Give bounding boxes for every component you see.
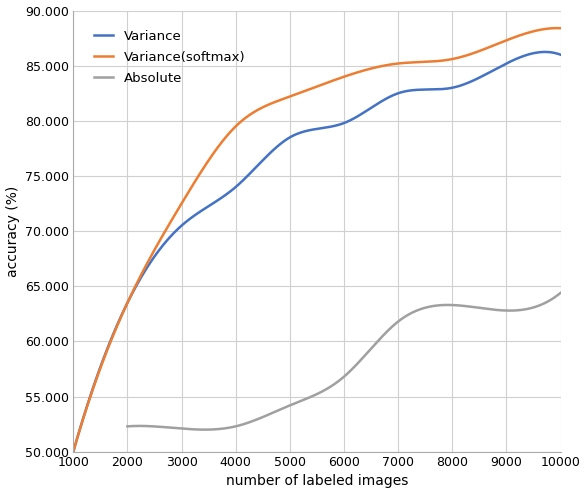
Absolute — [297, 398, 304, 404]
Variance — [360, 110, 367, 116]
Variance(softmax) — [70, 449, 77, 454]
Absolute — [266, 411, 273, 417]
Variance(softmax) — [304, 87, 311, 93]
Legend: Variance, Variance(softmax), Absolute: Variance, Variance(softmax), Absolute — [90, 26, 250, 89]
Variance(softmax) — [333, 76, 340, 82]
Variance — [557, 52, 564, 58]
Variance(softmax) — [301, 88, 308, 94]
Absolute — [124, 423, 131, 429]
Variance — [301, 128, 308, 134]
Y-axis label: accuracy (%): accuracy (%) — [5, 186, 19, 277]
Line: Variance: Variance — [73, 52, 560, 452]
Line: Absolute: Absolute — [127, 293, 560, 430]
X-axis label: number of labeled images: number of labeled images — [226, 474, 408, 489]
Absolute — [440, 302, 447, 308]
Absolute — [438, 302, 445, 308]
Line: Variance(softmax): Variance(softmax) — [73, 28, 560, 452]
Absolute — [176, 425, 183, 431]
Variance — [546, 49, 553, 55]
Variance(softmax) — [360, 68, 367, 74]
Variance — [70, 449, 77, 454]
Absolute — [557, 290, 564, 296]
Variance(softmax) — [546, 26, 553, 32]
Variance — [333, 123, 340, 128]
Variance — [541, 49, 548, 55]
Variance — [304, 127, 311, 133]
Absolute — [397, 317, 404, 323]
Variance — [469, 78, 476, 84]
Absolute — [201, 427, 208, 433]
Variance(softmax) — [557, 25, 564, 31]
Variance(softmax) — [553, 25, 560, 31]
Variance(softmax) — [469, 50, 476, 56]
